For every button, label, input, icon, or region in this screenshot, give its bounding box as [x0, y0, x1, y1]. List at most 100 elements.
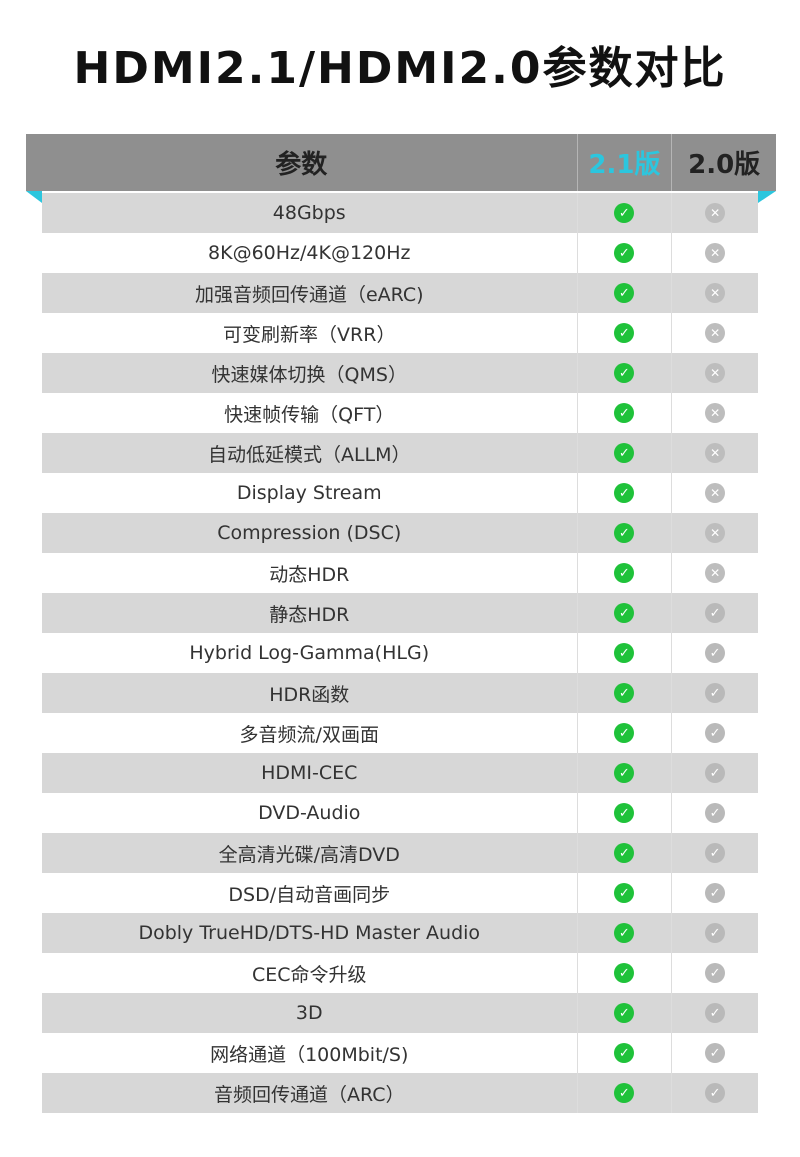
- table-row: HDR函数 ✓ ✓: [42, 673, 758, 713]
- table-row: 自动低延模式（ALLM） ✓ ✕: [42, 433, 758, 473]
- table-row: HDMI-CEC ✓ ✓: [42, 753, 758, 793]
- v21-cell: ✓: [576, 353, 672, 393]
- feature-name: 快速帧传输（QFT）: [224, 403, 395, 426]
- table-row: Display Stream ✓ ✕: [42, 473, 758, 513]
- v20-cell: ✓: [671, 593, 758, 633]
- v20-cell: ✕: [671, 353, 758, 393]
- v21-cell: ✓: [576, 553, 672, 593]
- v21-cell: ✓: [576, 673, 672, 713]
- check-icon: ✓: [705, 643, 726, 663]
- check-icon: ✓: [614, 1003, 635, 1023]
- check-icon: ✓: [705, 1043, 726, 1063]
- v21-cell: ✓: [576, 233, 672, 273]
- v20-cell: ✓: [671, 633, 758, 673]
- header-param: 参数: [275, 150, 328, 180]
- check-icon: ✓: [614, 203, 635, 223]
- table-row: 网络通道（100Mbit/S) ✓ ✓: [42, 1033, 758, 1073]
- v20-cell: ✓: [671, 913, 758, 953]
- table-row: 3D ✓ ✓: [42, 993, 758, 1033]
- v20-cell: ✕: [671, 233, 758, 273]
- check-icon: ✓: [614, 443, 635, 463]
- table-row: 动态HDR ✓ ✕: [42, 553, 758, 593]
- check-icon: ✓: [705, 923, 726, 943]
- check-icon: ✓: [705, 763, 726, 783]
- v20-cell: ✕: [671, 193, 758, 233]
- feature-name: 加强音频回传通道（eARC): [194, 283, 424, 306]
- v20-cell: ✓: [671, 793, 758, 833]
- v21-cell: ✓: [576, 1033, 672, 1073]
- table-row: Compression (DSC) ✓ ✕: [42, 513, 758, 553]
- cross-icon: ✕: [705, 483, 726, 503]
- feature-name: HDR函数: [269, 683, 350, 706]
- corner-ribbon-left: [26, 191, 42, 203]
- feature-name: DSD/自动音画同步: [228, 883, 391, 906]
- feature-name: Hybrid Log-Gamma(HLG): [189, 642, 430, 664]
- v20-cell: ✕: [671, 273, 758, 313]
- table-header: 参数 2.1版 2.0版: [26, 134, 776, 191]
- table-row: 加强音频回传通道（eARC) ✓ ✕: [42, 273, 758, 313]
- corner-ribbon-right: [758, 191, 776, 203]
- feature-name: 可变刷新率（VRR）: [223, 323, 396, 346]
- check-icon: ✓: [614, 483, 635, 503]
- v20-cell: ✓: [671, 713, 758, 753]
- check-icon: ✓: [614, 843, 635, 863]
- table-row: 音频回传通道（ARC） ✓ ✓: [42, 1073, 758, 1113]
- table-row: Dobly TrueHD/DTS-HD Master Audio ✓ ✓: [42, 913, 758, 953]
- feature-name: Compression (DSC): [217, 522, 402, 544]
- v20-cell: ✓: [671, 993, 758, 1033]
- v20-cell: ✓: [671, 873, 758, 913]
- v21-cell: ✓: [576, 593, 672, 633]
- table-row: 8K@60Hz/4K@120Hz ✓ ✕: [42, 233, 758, 273]
- check-icon: ✓: [614, 683, 635, 703]
- check-icon: ✓: [614, 723, 635, 743]
- cross-icon: ✕: [705, 523, 726, 543]
- v20-cell: ✕: [671, 433, 758, 473]
- header-v20: 2.0版: [671, 134, 776, 191]
- table-row: 多音频流/双画面 ✓ ✓: [42, 713, 758, 753]
- v20-cell: ✕: [671, 553, 758, 593]
- v21-cell: ✓: [576, 273, 672, 313]
- v21-cell: ✓: [576, 633, 672, 673]
- check-icon: ✓: [614, 363, 635, 383]
- cross-icon: ✕: [705, 323, 726, 343]
- page-title: HDMI2.1/HDMI2.0参数对比: [73, 43, 727, 94]
- cross-icon: ✕: [705, 443, 726, 463]
- v21-cell: ✓: [576, 1073, 672, 1113]
- v21-cell: ✓: [576, 873, 672, 913]
- v21-cell: ✓: [576, 753, 672, 793]
- comparison-table: 48Gbps ✓ ✕ 8K@60Hz/4K@120Hz ✓ ✕ 加强音频回传通道（eARC)…: [42, 193, 758, 1113]
- v21-cell: ✓: [576, 513, 672, 553]
- v20-cell: ✓: [671, 1073, 758, 1113]
- table-row: 48Gbps ✓ ✕: [42, 193, 758, 233]
- feature-name: 快速媒体切换（QMS）: [211, 363, 407, 386]
- feature-name: 多音频流/双画面: [239, 723, 379, 746]
- check-icon: ✓: [614, 403, 635, 423]
- feature-name: 3D: [295, 1002, 323, 1024]
- check-icon: ✓: [614, 1083, 635, 1103]
- check-icon: ✓: [614, 963, 635, 983]
- check-icon: ✓: [705, 803, 726, 823]
- v21-cell: ✓: [576, 833, 672, 873]
- cross-icon: ✕: [705, 283, 726, 303]
- check-icon: ✓: [705, 1003, 726, 1023]
- feature-name: Display Stream: [236, 482, 382, 504]
- check-icon: ✓: [614, 523, 635, 543]
- feature-name: 8K@60Hz/4K@120Hz: [208, 242, 411, 264]
- feature-name: HDMI-CEC: [261, 762, 358, 784]
- v20-cell: ✓: [671, 833, 758, 873]
- check-icon: ✓: [614, 283, 635, 303]
- v21-cell: ✓: [576, 193, 672, 233]
- check-icon: ✓: [705, 1083, 726, 1103]
- v20-cell: ✓: [671, 1033, 758, 1073]
- v21-cell: ✓: [576, 993, 672, 1033]
- check-icon: ✓: [705, 883, 726, 903]
- table-row: Hybrid Log-Gamma(HLG) ✓ ✓: [42, 633, 758, 673]
- feature-name: DVD-Audio: [258, 802, 361, 824]
- v20-cell: ✓: [671, 753, 758, 793]
- v21-cell: ✓: [576, 313, 672, 353]
- table-row: CEC命令升级 ✓ ✓: [42, 953, 758, 993]
- check-icon: ✓: [614, 1043, 635, 1063]
- check-icon: ✓: [705, 843, 726, 863]
- check-icon: ✓: [614, 763, 635, 783]
- check-icon: ✓: [614, 243, 635, 263]
